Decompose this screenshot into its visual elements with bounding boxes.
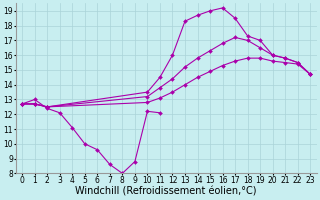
- X-axis label: Windchill (Refroidissement éolien,°C): Windchill (Refroidissement éolien,°C): [76, 187, 257, 197]
